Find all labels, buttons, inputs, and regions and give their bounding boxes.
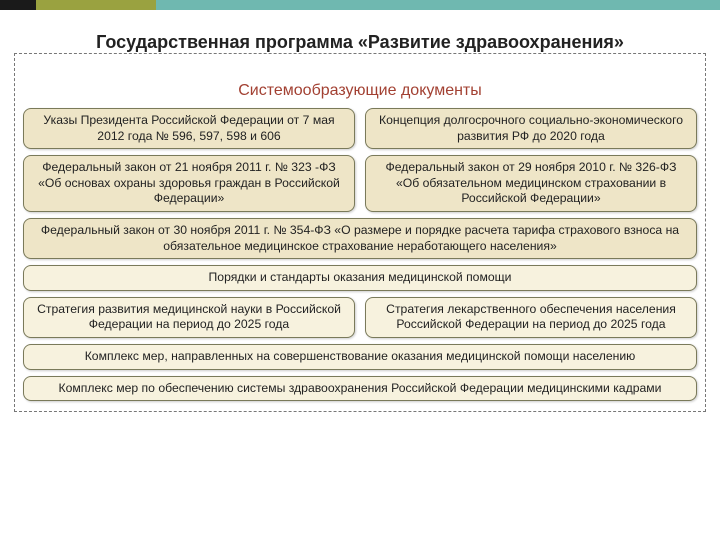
cell-ukazy-prezidenta: Указы Президента Российской Федерации от… — [23, 108, 355, 149]
cell-kontseptsiya-razvitiya: Концепция долгосрочного социально-эконом… — [365, 108, 697, 149]
cell-poryadki-standarty: Порядки и стандарты оказания медицинской… — [23, 265, 697, 291]
cell-fz-323: Федеральный закон от 21 ноября 2011 г. №… — [23, 155, 355, 212]
cell-kompleks-kadrov: Комплекс мер по обеспечению системы здра… — [23, 376, 697, 402]
row-1: Указы Президента Российской Федерации от… — [23, 108, 697, 149]
cell-fz-354: Федеральный закон от 30 ноября 2011 г. №… — [23, 218, 697, 259]
stripe-segment-turquoise — [156, 0, 720, 10]
cell-fz-326: Федеральный закон от 29 ноября 2010 г. №… — [365, 155, 697, 212]
row-4: Порядки и стандарты оказания медицинской… — [23, 265, 697, 291]
row-3: Федеральный закон от 30 ноября 2011 г. №… — [23, 218, 697, 259]
row-2: Федеральный закон от 21 ноября 2011 г. №… — [23, 155, 697, 212]
row-6: Комплекс мер, направленных на совершенст… — [23, 344, 697, 370]
page-title: Государственная программа «Развитие здра… — [0, 32, 720, 53]
stripe-segment-olive — [36, 0, 156, 10]
cell-strategiya-nauki: Стратегия развития медицинской науки в Р… — [23, 297, 355, 338]
top-accent-stripe — [0, 0, 720, 10]
row-7: Комплекс мер по обеспечению системы здра… — [23, 376, 697, 402]
documents-container: Системообразующие документы Указы Презид… — [14, 53, 706, 412]
cell-strategiya-lekarstv: Стратегия лекарственного обеспечения нас… — [365, 297, 697, 338]
cell-kompleks-pomoshchi: Комплекс мер, направленных на совершенст… — [23, 344, 697, 370]
section-subtitle: Системообразующие документы — [23, 82, 697, 100]
row-5: Стратегия развития медицинской науки в Р… — [23, 297, 697, 338]
stripe-segment-black — [0, 0, 36, 10]
